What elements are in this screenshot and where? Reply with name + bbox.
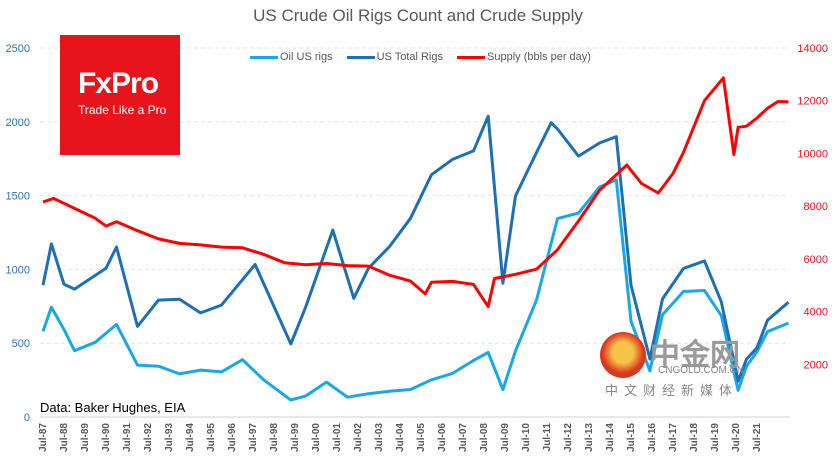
x-tick-label: Jul-18	[689, 423, 700, 452]
x-tick-label: Jul-90	[101, 423, 112, 452]
legend-label: Supply (bbls per day)	[487, 51, 591, 63]
legend-swatch	[346, 55, 375, 59]
right-tick-label: 4000	[804, 307, 828, 319]
legend-label: Oil US rigs	[280, 51, 333, 63]
right-tick-label: 2000	[804, 359, 828, 371]
x-tick-label: Jul-06	[437, 423, 448, 452]
left-tick-label: 1000	[6, 264, 30, 276]
fxpro-logo: FxPro Trade Like a Pro	[60, 35, 180, 155]
right-tick-label: 6000	[804, 254, 828, 266]
right-tick-label: 14000	[797, 43, 828, 55]
legend-item-total-rigs: US Total Rigs	[346, 51, 443, 63]
logo-tagline: Trade Like a Pro	[78, 103, 167, 117]
x-tick-label: Jul-03	[374, 423, 385, 452]
x-tick-label: Jul-14	[605, 423, 616, 452]
cngold-logo-icon	[600, 332, 646, 378]
series-line-supply-bbls-per-day-	[42, 76, 789, 309]
x-tick-label: Jul-09	[500, 423, 511, 452]
x-tick-label: Jul-92	[143, 423, 154, 452]
x-tick-label: Jul-04	[395, 423, 406, 452]
left-tick-label: 2000	[6, 117, 30, 129]
cngold-watermark: 中金网 CNGOLD.COM.CN 中文财经新媒体	[600, 330, 756, 398]
x-tick-label: Jul-89	[80, 423, 91, 452]
x-tick-label: Jul-01	[332, 423, 343, 452]
x-tick-label: Jul-21	[752, 423, 763, 452]
x-tick-label: Jul-13	[584, 423, 595, 452]
x-tick-label: Jul-98	[269, 423, 280, 452]
series-line-us-total-rigs	[41, 114, 790, 383]
x-tick-label: Jul-95	[206, 423, 217, 452]
x-tick-label: Jul-00	[311, 423, 322, 452]
x-tick-label: Jul-11	[542, 423, 553, 452]
x-tick-label: Jul-15	[626, 423, 637, 452]
data-source: Data: Baker Hughes, EIA	[40, 400, 186, 415]
legend-item-oil-rigs: Oil US rigs	[250, 51, 333, 63]
x-tick-label: Jul-87	[38, 423, 49, 452]
legend-swatch	[250, 55, 278, 59]
x-tick-label: Jul-05	[416, 423, 427, 452]
x-tick-label: Jul-10	[521, 423, 532, 452]
right-tick-label: 10000	[797, 148, 828, 160]
watermark-domain: CNGOLD.COM.CN	[658, 365, 745, 376]
legend-item-supply: Supply (bbls per day)	[457, 51, 591, 63]
legend-swatch	[457, 55, 485, 59]
x-tick-label: Jul-97	[248, 423, 259, 452]
x-tick-label: Jul-08	[479, 423, 490, 452]
x-tick-label: Jul-91	[122, 423, 133, 452]
x-tick-label: Jul-19	[710, 423, 721, 452]
x-tick-label: Jul-16	[647, 423, 658, 452]
right-tick-label: 12000	[797, 96, 828, 108]
watermark-name: 中金网	[650, 339, 740, 372]
x-tick-label: Jul-93	[164, 423, 175, 452]
x-tick-label: Jul-12	[563, 423, 574, 452]
legend-label: US Total Rigs	[376, 51, 443, 63]
left-tick-label: 500	[12, 338, 30, 350]
x-tick-label: Jul-02	[353, 423, 364, 452]
x-tick-label: Jul-07	[458, 423, 469, 452]
x-tick-label: Jul-20	[731, 423, 742, 452]
x-tick-label: Jul-88	[59, 423, 70, 452]
x-tick-label: Jul-94	[185, 423, 196, 452]
x-tick-label: Jul-17	[668, 423, 679, 452]
legend: Oil US rigs US Total Rigs Supply (bbls p…	[250, 51, 591, 63]
left-tick-label: 1500	[6, 191, 30, 203]
chart-title: US Crude Oil Rigs Count and Crude Supply	[253, 6, 583, 25]
series-line-oil-us-rigs	[41, 178, 790, 402]
x-tick-label: Jul-99	[290, 423, 301, 452]
left-tick-label: 2500	[6, 43, 30, 55]
x-tick-label: Jul-96	[227, 423, 238, 452]
left-tick-label: 0	[24, 412, 30, 424]
right-tick-label: 8000	[804, 201, 828, 213]
watermark-sub: 中文财经新媒体	[605, 383, 739, 398]
logo-brand: FxPro	[78, 67, 159, 100]
